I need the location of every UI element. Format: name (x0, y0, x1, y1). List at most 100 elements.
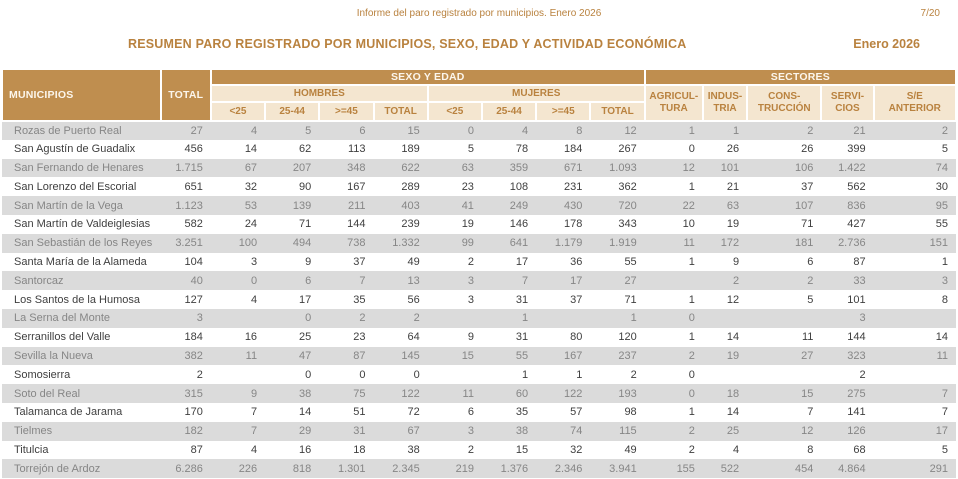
value-cell: 1.123 (175, 199, 203, 212)
value-cell: 98 (624, 406, 637, 419)
value-cell: 11 (936, 349, 948, 362)
value-cell: 275 (847, 387, 866, 400)
value-cell: 522 (720, 462, 740, 475)
value-cell: 5 (305, 124, 312, 137)
value-cell: 9 (250, 387, 258, 400)
municipality-name: Torrejón de Ardoz (14, 462, 101, 475)
value-cell: 122 (401, 387, 420, 400)
value-cell: 151 (929, 237, 948, 250)
value-cell: 0 (688, 387, 695, 400)
value-cell: 1.179 (554, 237, 583, 250)
value-cell: 22 (682, 199, 695, 212)
value-cell: 63 (726, 199, 740, 212)
value-cell: 7 (807, 406, 814, 419)
value-cell: 291 (929, 462, 948, 475)
municipality-name: Santa María de la Alameda (14, 255, 147, 268)
value-cell: 226 (238, 462, 258, 475)
col-header-sectores: SECTORES (643, 68, 958, 86)
value-cell: 170 (184, 406, 203, 419)
value-cell: 37 (570, 293, 583, 306)
value-cell: 55 (935, 218, 948, 231)
value-cell: 456 (184, 143, 203, 156)
value-cell: 6 (305, 274, 312, 287)
value-cell: 155 (676, 462, 695, 475)
value-cell: 27 (624, 274, 637, 287)
value-cell: 19 (726, 349, 740, 362)
value-cell: 60 (515, 387, 529, 400)
value-cell: 41 (461, 199, 474, 212)
value-cell: 17 (515, 255, 529, 268)
value-cell: 14 (726, 406, 740, 419)
table-row: San Fernando de Henares 1.715 67 207 348 622 6… (2, 158, 956, 178)
value-cell: 359 (509, 161, 529, 174)
col-header-hombres-gte45: >=45 (318, 101, 375, 122)
value-cell: 7 (941, 406, 948, 419)
value-cell: 2 (941, 124, 948, 137)
value-cell: 27 (801, 349, 814, 362)
value-cell: 9 (467, 331, 474, 344)
value-cell: 671 (564, 161, 583, 174)
value-cell: 12 (624, 124, 637, 137)
value-cell (874, 365, 956, 384)
value-cell: 55 (515, 349, 529, 362)
value-cell: 71 (801, 218, 814, 231)
col-header-total: TOTAL (159, 68, 212, 122)
value-cell: 4 (250, 293, 258, 306)
col-header-industria: INDUS- TRIA (701, 84, 749, 122)
value-cell (211, 365, 265, 384)
value-cell: 5 (941, 143, 948, 156)
value-cell: 71 (624, 293, 637, 306)
col-header-agricultura: AGRICUL- TURA (643, 84, 704, 122)
municipality-name: Soto del Real (14, 387, 81, 400)
value-cell (211, 309, 265, 328)
value-cell: 104 (184, 255, 203, 268)
value-cell: 3.941 (609, 462, 637, 475)
value-cell: 4 (250, 443, 258, 456)
value-cell: 427 (847, 218, 866, 231)
value-cell: 0 (413, 368, 420, 381)
value-cell: 641 (509, 237, 529, 250)
value-cell: 7 (522, 274, 529, 287)
value-cell: 67 (244, 161, 258, 174)
value-cell: 9 (305, 255, 312, 268)
municipality-name: San Lorenzo del Escorial (14, 180, 137, 193)
value-cell: 2 (196, 368, 203, 381)
value-cell: 348 (347, 161, 366, 174)
value-cell: 836 (847, 199, 866, 212)
value-cell: 1 (688, 180, 695, 193)
value-cell: 1.376 (500, 462, 529, 475)
value-cell: 80 (570, 331, 583, 344)
value-cell (536, 309, 590, 328)
value-cell: 38 (299, 387, 312, 400)
value-cell: 5 (941, 443, 948, 456)
value-cell: 0 (688, 368, 695, 381)
municipality-name: Tielmes (14, 425, 53, 438)
value-cell: 7 (941, 387, 948, 400)
municipality-name: Somosierra (14, 368, 71, 381)
value-cell: 30 (935, 180, 948, 193)
value-cell (874, 309, 956, 328)
value-cell: 267 (618, 143, 637, 156)
value-cell: 107 (795, 199, 814, 212)
value-cell: 35 (353, 293, 366, 306)
value-cell: 17 (935, 425, 948, 438)
value-cell: 11 (801, 331, 814, 344)
page-title: RESUMEN PARO REGISTRADO POR MUNICIPIOS, … (128, 37, 687, 51)
value-cell: 1 (732, 124, 740, 137)
value-cell: 21 (853, 124, 866, 137)
value-cell: 1 (630, 312, 637, 325)
value-cell: 29 (299, 425, 312, 438)
value-cell: 17 (570, 274, 583, 287)
value-cell: 8 (807, 443, 814, 456)
value-cell: 87 (190, 443, 203, 456)
value-cell: 68 (853, 443, 866, 456)
value-cell: 87 (853, 255, 866, 268)
value-cell: 38 (407, 443, 420, 456)
col-header-mujeres-gte45: >=45 (535, 101, 592, 122)
col-header-municipios: MUNICIPIOS (1, 68, 162, 122)
value-cell: 2.346 (554, 462, 583, 475)
col-header-mujeres-lt25: <25 (426, 101, 483, 122)
table-row: Rozas de Puerto Real 27 4 5 6 15 0 4 8 12 1 1 2 21 2 (2, 121, 956, 140)
value-cell: 38 (515, 425, 529, 438)
value-cell: 16 (299, 443, 312, 456)
